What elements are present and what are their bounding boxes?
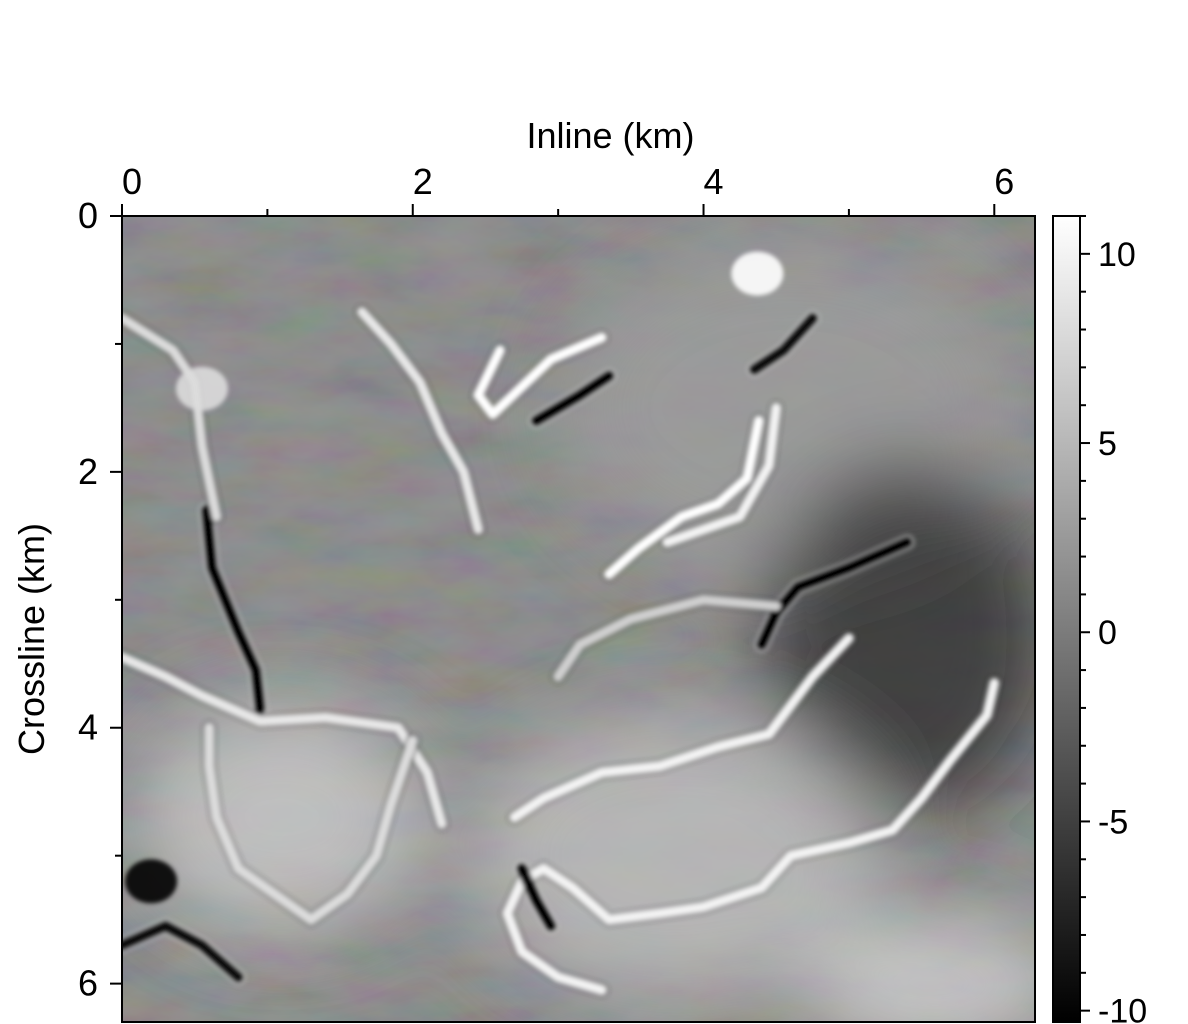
feature-3 — [662, 403, 781, 547]
y-tick-label: 6 — [78, 963, 98, 1004]
colorbar-tick-label: -5 — [1098, 803, 1128, 841]
feature-1 — [530, 370, 615, 427]
x-tick-label: 6 — [994, 161, 1014, 202]
feature-17 — [175, 366, 228, 411]
feature-5 — [748, 312, 819, 375]
colorbar-tick-label: 10 — [1098, 236, 1136, 274]
y-tick-label: 2 — [78, 451, 98, 492]
x-tick-label: 4 — [704, 161, 724, 202]
y-axis-title: Crossline (km) — [11, 523, 52, 755]
trend-bottom-right — [805, 919, 1035, 1022]
feature-11 — [204, 723, 418, 925]
feature-14 — [357, 307, 483, 534]
y-tick-label: 4 — [78, 707, 98, 748]
feature-2 — [604, 416, 764, 579]
feature-16 — [731, 251, 784, 296]
colorbar-scale — [1052, 215, 1081, 1023]
feature-18 — [125, 859, 178, 904]
plot-frame — [121, 215, 1036, 1023]
x-tick-label: 2 — [413, 161, 433, 202]
amplitude-features — [122, 251, 1002, 998]
feature-0 — [473, 333, 607, 419]
y-tick-label: 0 — [78, 195, 98, 236]
x-tick-label: 0 — [122, 161, 142, 202]
trend-right-middle — [761, 459, 1035, 818]
feature-10 — [122, 652, 447, 829]
feature-13 — [516, 863, 557, 932]
feature-9 — [502, 678, 999, 995]
colorbar-tick-label: 0 — [1098, 614, 1117, 652]
heatmap-image — [122, 216, 1035, 1022]
feature-15 — [553, 595, 781, 682]
x-axis-title: Inline (km) — [526, 115, 694, 156]
feature-6 — [200, 504, 266, 715]
y-axis: 0 2 4 6 — [78, 195, 122, 1004]
colorbar-tick-label: -10 — [1098, 993, 1147, 1024]
colorbar-tick-label: 5 — [1098, 425, 1117, 463]
x-axis: 0 2 4 6 — [121, 161, 1014, 216]
feature-12 — [122, 920, 244, 983]
plot-border — [121, 215, 1036, 1023]
feature-8 — [510, 633, 854, 822]
feature-4 — [756, 536, 913, 651]
colorbar: 10 5 0 -5 -10 — [1052, 215, 1147, 1024]
